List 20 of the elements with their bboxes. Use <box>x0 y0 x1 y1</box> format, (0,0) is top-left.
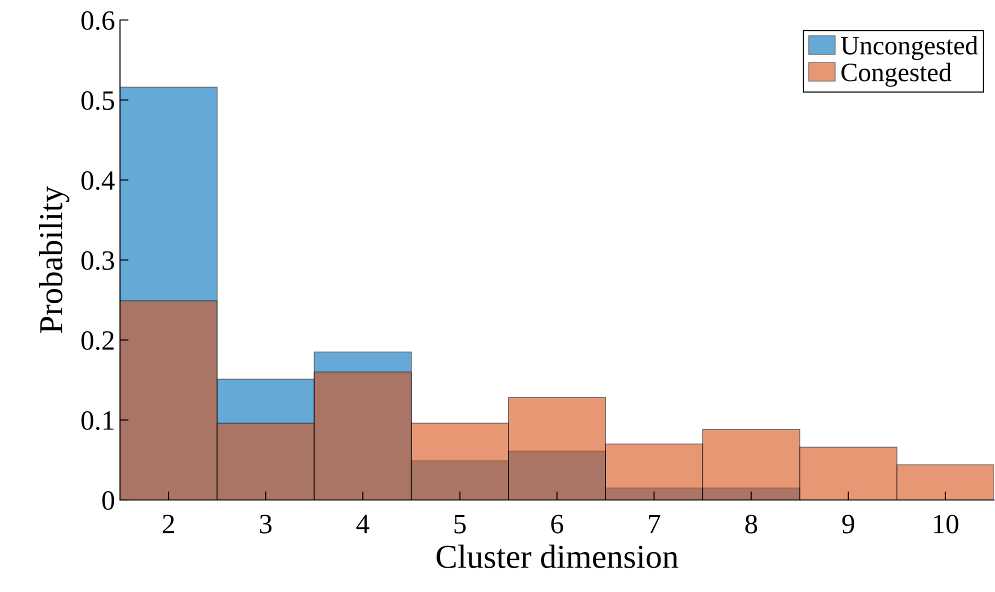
y-tick-label: 0.5 <box>81 91 114 110</box>
x-tick-label: 9 <box>842 514 854 534</box>
x-tick-label: 10 <box>934 514 958 534</box>
y-tick-label: 0.4 <box>81 171 115 190</box>
x-tick-label: 4 <box>356 514 370 534</box>
y-axis-title: Probability <box>38 186 70 334</box>
x-tick-label: 2 <box>162 514 174 534</box>
legend-label: Congested <box>841 62 952 87</box>
y-tick-label: 0.3 <box>81 251 114 270</box>
x-tick-label: 8 <box>745 514 758 534</box>
x-tick-label: 6 <box>551 514 564 534</box>
legend-label: Uncongested <box>840 36 978 60</box>
x-tick-label: 7 <box>649 514 660 534</box>
x-axis-title: Cluster dimension <box>436 544 678 568</box>
x-tick-label: 5 <box>454 514 466 534</box>
y-tick-label: 0 <box>102 491 114 510</box>
y-tick-label: 0.6 <box>81 11 114 30</box>
y-tick-label: 0.1 <box>81 411 114 430</box>
y-tick-label: 0.2 <box>81 331 114 350</box>
x-tick-label: 3 <box>260 514 272 534</box>
